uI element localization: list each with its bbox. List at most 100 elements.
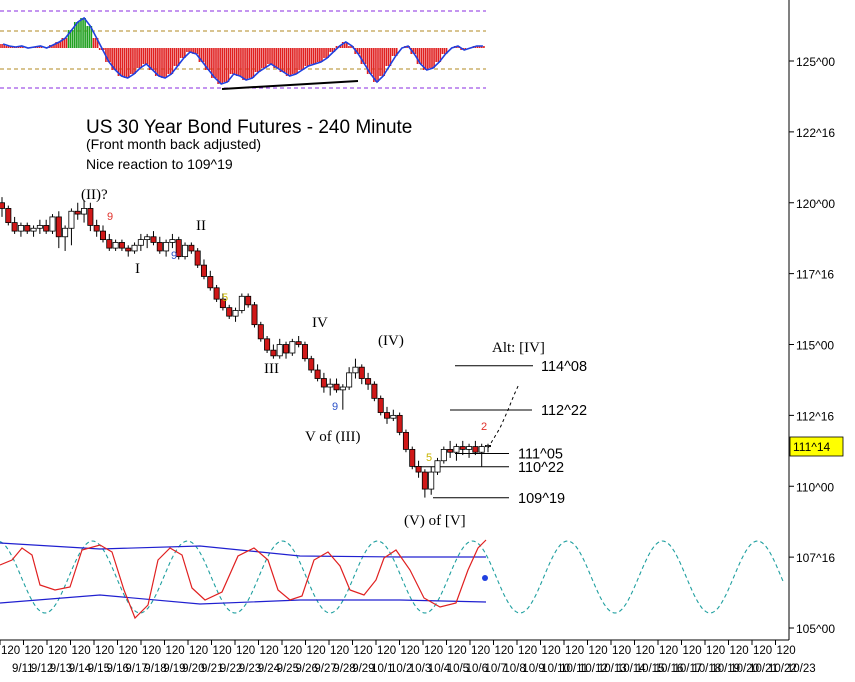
- wave-label: V of (III): [305, 429, 361, 445]
- candle-body: [49, 216, 56, 232]
- candle-body: [371, 383, 378, 399]
- wave-label: II: [196, 218, 206, 234]
- candle-body: [352, 366, 359, 374]
- wave-label: IV: [312, 315, 328, 331]
- candle-body: [182, 244, 189, 258]
- x-date-label: 10/6: [466, 663, 488, 675]
- x-tick-repeat-label: 120: [213, 645, 232, 657]
- candle-body: [409, 448, 416, 467]
- x-date-label: 9/18: [144, 663, 166, 675]
- candle-body: [99, 230, 106, 241]
- x-date-label: 10/5: [447, 663, 469, 675]
- price-panel: US 30 Year Bond Futures - 240 Minute (Fr…: [0, 117, 587, 529]
- upper-oscillator-panel: [0, 10, 486, 90]
- x-date-label: 10/13: [598, 663, 627, 675]
- candle-body: [125, 247, 132, 252]
- x-date-label: 9/26: [296, 663, 318, 675]
- y-tick-label: 110^00: [796, 480, 834, 494]
- candle-body: [150, 236, 157, 243]
- td-counts: 9 9 5 9 5 2: [107, 211, 487, 464]
- divergence-line: [221, 80, 359, 90]
- candle-body: [257, 324, 264, 340]
- x-tick-repeat-label: 120: [612, 645, 631, 657]
- current-price-marker: 111^14: [789, 436, 844, 457]
- candle-body: [232, 310, 239, 317]
- x-date-label: 9/16: [107, 663, 129, 675]
- candle-body: [137, 239, 144, 246]
- wave-label: III: [264, 361, 279, 377]
- td-count-label: 5: [222, 292, 228, 304]
- candle-body: [301, 344, 308, 360]
- x-date-label: 9/27: [314, 663, 336, 675]
- level-label: 110^22: [518, 460, 564, 476]
- candle-body: [188, 244, 195, 252]
- wave-label: I: [135, 261, 140, 277]
- x-tick-repeat-label: 120: [377, 645, 396, 657]
- x-tick-repeat-label: 120: [283, 645, 302, 657]
- x-date-label: 10/2: [390, 663, 412, 675]
- candle-body: [453, 446, 460, 453]
- x-tick-repeat-label: 120: [424, 645, 443, 657]
- candle-body: [68, 210, 75, 229]
- candle-body: [333, 383, 340, 391]
- candle-body: [87, 208, 94, 226]
- x-tick-repeat-label: 120: [189, 645, 208, 657]
- x-date-label: 10/11: [560, 663, 588, 675]
- candle-body: [131, 244, 138, 252]
- x-tick-repeat-label: 120: [260, 645, 279, 657]
- x-tick-repeat-label: 120: [565, 645, 584, 657]
- candle-body: [264, 338, 271, 351]
- x-tick-repeat-label: 120: [706, 645, 725, 657]
- x-tick-repeat-label: 120: [307, 645, 326, 657]
- x-tick-repeat-label: 120: [25, 645, 44, 657]
- candle-body: [5, 208, 12, 223]
- oscillator-marker-dot: [482, 575, 488, 581]
- x-date-label: 10/17: [674, 663, 703, 675]
- candle-body: [81, 208, 88, 215]
- candle-body: [346, 372, 353, 388]
- candle-body: [144, 236, 151, 241]
- x-date-label: 10/22: [768, 663, 797, 675]
- x-date-label: 9/20: [182, 663, 204, 675]
- candle-body: [440, 448, 447, 462]
- candle-body: [365, 378, 372, 385]
- candle-body: [283, 344, 290, 354]
- x-tick-repeat-label: 120: [777, 645, 796, 657]
- x-tick-repeat-label: 120: [142, 645, 161, 657]
- x-date-label: 10/9: [522, 663, 544, 675]
- x-tick-repeat-label: 120: [659, 645, 678, 657]
- oscillator-line: [2, 16, 483, 85]
- candle-body: [377, 397, 384, 413]
- x-tick-repeat-label: 120: [636, 645, 655, 657]
- x-date-label: 10/4: [428, 663, 451, 675]
- x-date-label: 10/14: [617, 663, 646, 675]
- y-tick-label: 107^16: [796, 551, 835, 565]
- x-date-label: 10/19: [711, 663, 740, 675]
- x-tick-repeat-label: 120: [542, 645, 561, 657]
- candle-body: [308, 358, 315, 371]
- x-date-label: 9/13: [50, 663, 72, 675]
- x-tick-repeat-label: 120: [119, 645, 138, 657]
- td-count-label: 2: [481, 421, 487, 433]
- candle-body: [55, 216, 62, 238]
- x-tick-repeat-label: 120: [401, 645, 420, 657]
- chart-subtitle-1: (Front month back adjusted): [86, 136, 261, 152]
- x-tick-repeat-label: 120: [683, 645, 702, 657]
- candle-body: [314, 369, 321, 379]
- candle-body: [415, 466, 422, 473]
- x-date-label: 9/24: [258, 663, 281, 675]
- wave-label: (IV): [378, 333, 404, 349]
- candle-body: [163, 242, 170, 252]
- x-date-label: 9/21: [201, 663, 223, 675]
- chart-subtitle-2: Nice reaction to 109^19: [86, 156, 233, 172]
- x-date-label: 9/28: [333, 663, 355, 675]
- level-label: 112^22: [541, 403, 587, 419]
- x-tick-repeat-label: 120: [448, 645, 467, 657]
- x-tick-repeat-label: 120: [471, 645, 490, 657]
- x-date-label: 10/12: [579, 663, 608, 675]
- x-date-label: 9/22: [220, 663, 242, 675]
- current-price-label: 111^14: [793, 440, 831, 454]
- candle-body: [295, 341, 302, 345]
